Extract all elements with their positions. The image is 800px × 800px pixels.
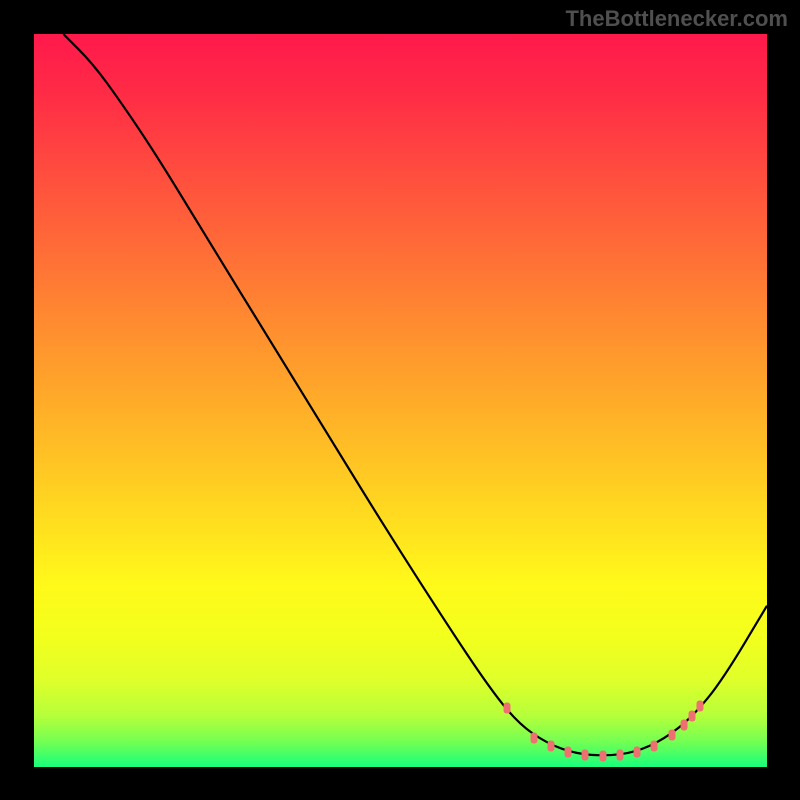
curve-marker <box>547 741 554 752</box>
curve-marker <box>564 747 571 758</box>
curve-marker <box>681 720 688 731</box>
plot-area <box>34 34 767 767</box>
curve-marker <box>668 729 675 740</box>
watermark-label: TheBottlenecker.com <box>565 6 788 32</box>
curve-marker <box>696 701 703 712</box>
curve-marker <box>530 732 537 743</box>
curve-marker <box>617 749 624 760</box>
curve-marker <box>651 740 658 751</box>
curve-marker <box>634 746 641 757</box>
curve-layer <box>34 34 767 767</box>
curve-marker <box>503 703 510 714</box>
curve-marker <box>689 710 696 721</box>
curve-marker <box>599 751 606 762</box>
chart-canvas: TheBottlenecker.com <box>0 0 800 800</box>
curve-marker <box>582 750 589 761</box>
bottleneck-curve <box>63 34 767 755</box>
